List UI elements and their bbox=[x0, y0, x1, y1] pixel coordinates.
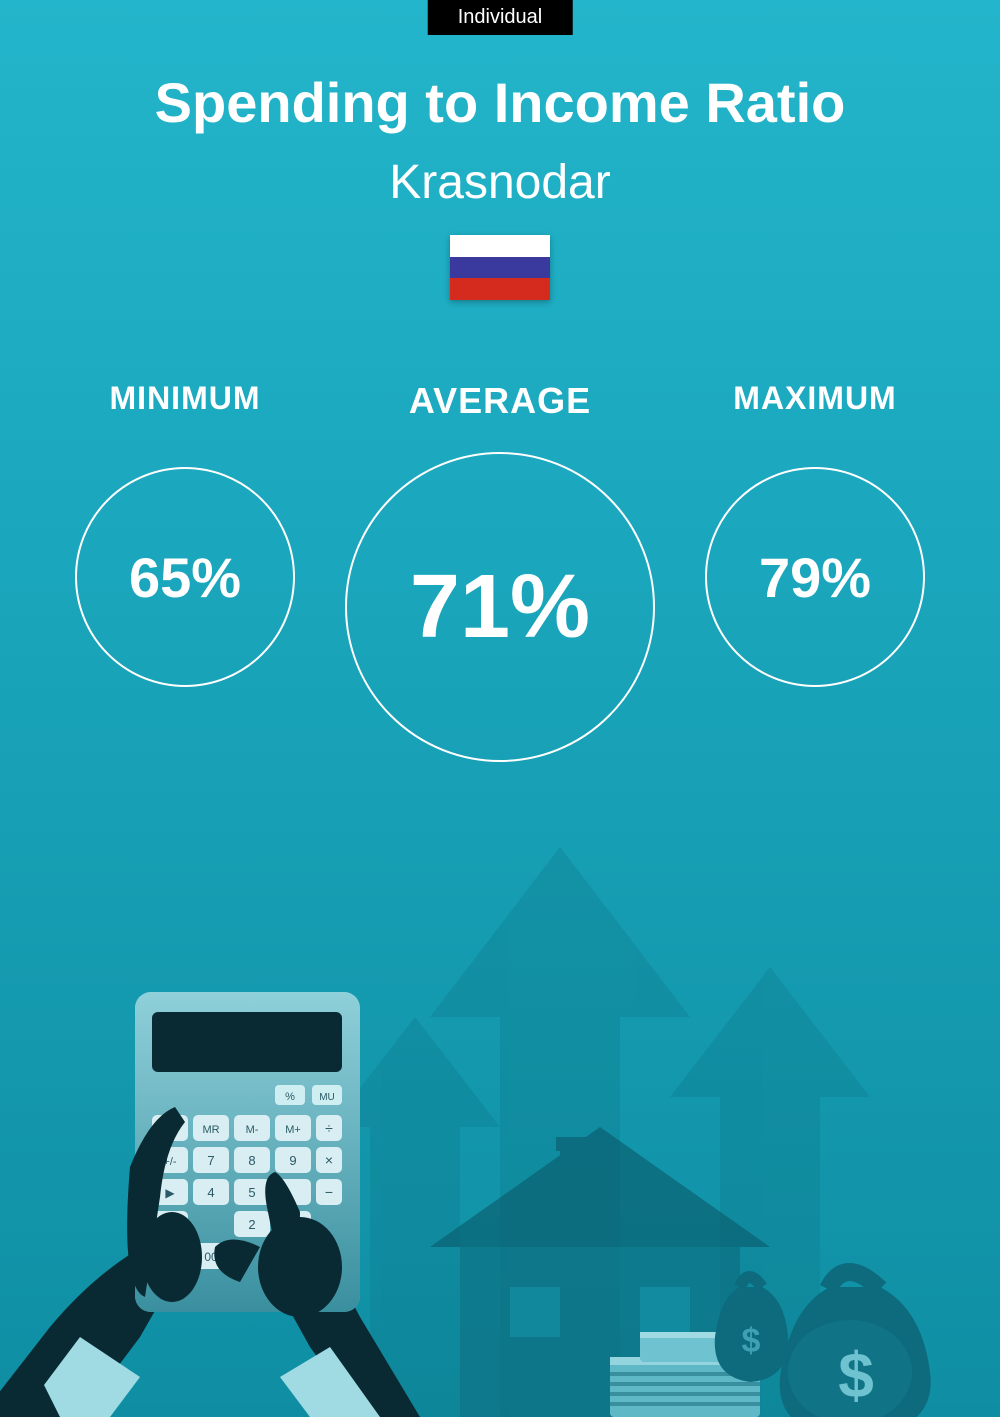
page-subtitle: Krasnodar bbox=[389, 155, 610, 210]
svg-text:×: × bbox=[325, 1152, 333, 1168]
svg-text:3: 3 bbox=[289, 1217, 296, 1232]
stat-maximum: MAXIMUM 79% bbox=[705, 380, 925, 687]
svg-text:5: 5 bbox=[248, 1185, 255, 1200]
stat-label-maximum: MAXIMUM bbox=[733, 380, 896, 417]
svg-text:$: $ bbox=[838, 1339, 874, 1411]
stat-circle-maximum: 79% bbox=[705, 467, 925, 687]
flag-stripe-white bbox=[450, 235, 550, 257]
svg-text:÷: ÷ bbox=[325, 1120, 333, 1136]
stat-value-average: 71% bbox=[410, 556, 590, 659]
svg-text:8: 8 bbox=[248, 1153, 255, 1168]
page-title: Spending to Income Ratio bbox=[155, 70, 846, 135]
stat-circle-average: 71% bbox=[345, 452, 655, 762]
svg-text:−: − bbox=[325, 1184, 333, 1200]
svg-text:MU: MU bbox=[319, 1092, 335, 1103]
finance-illustration-icon: $ $ bbox=[0, 817, 1000, 1417]
svg-text:7: 7 bbox=[207, 1153, 214, 1168]
svg-text:%: % bbox=[285, 1091, 295, 1103]
flag-russia-icon bbox=[450, 235, 550, 300]
svg-text:▶: ▶ bbox=[165, 1186, 175, 1200]
svg-text:2: 2 bbox=[248, 1217, 255, 1232]
flag-stripe-blue bbox=[450, 257, 550, 279]
svg-text:00: 00 bbox=[204, 1250, 218, 1264]
stats-row: MINIMUM 65% AVERAGE 71% MAXIMUM 79% bbox=[50, 380, 950, 762]
tab-label: Individual bbox=[458, 6, 543, 28]
svg-text:MC: MC bbox=[161, 1124, 178, 1136]
svg-text:9: 9 bbox=[289, 1153, 296, 1168]
stat-minimum: MINIMUM 65% bbox=[75, 380, 295, 687]
svg-text:MR: MR bbox=[202, 1124, 219, 1136]
svg-text:M-: M- bbox=[246, 1124, 259, 1136]
svg-text:$: $ bbox=[742, 1322, 761, 1360]
svg-text:4: 4 bbox=[207, 1185, 214, 1200]
infographic-page: Individual Spending to Income Ratio Kras… bbox=[0, 0, 1000, 1417]
flag-stripe-red bbox=[450, 278, 550, 300]
svg-text:C/A: C/A bbox=[162, 1221, 179, 1232]
stat-label-average: AVERAGE bbox=[409, 380, 591, 422]
stat-label-minimum: MINIMUM bbox=[110, 380, 261, 417]
svg-text:M+: M+ bbox=[285, 1124, 301, 1136]
stat-value-maximum: 79% bbox=[759, 545, 871, 610]
stat-circle-minimum: 65% bbox=[75, 467, 295, 687]
svg-text:+/-: +/- bbox=[163, 1156, 176, 1168]
stat-value-minimum: 65% bbox=[129, 545, 241, 610]
stat-average: AVERAGE 71% bbox=[345, 380, 655, 762]
category-tab: Individual bbox=[428, 0, 573, 35]
